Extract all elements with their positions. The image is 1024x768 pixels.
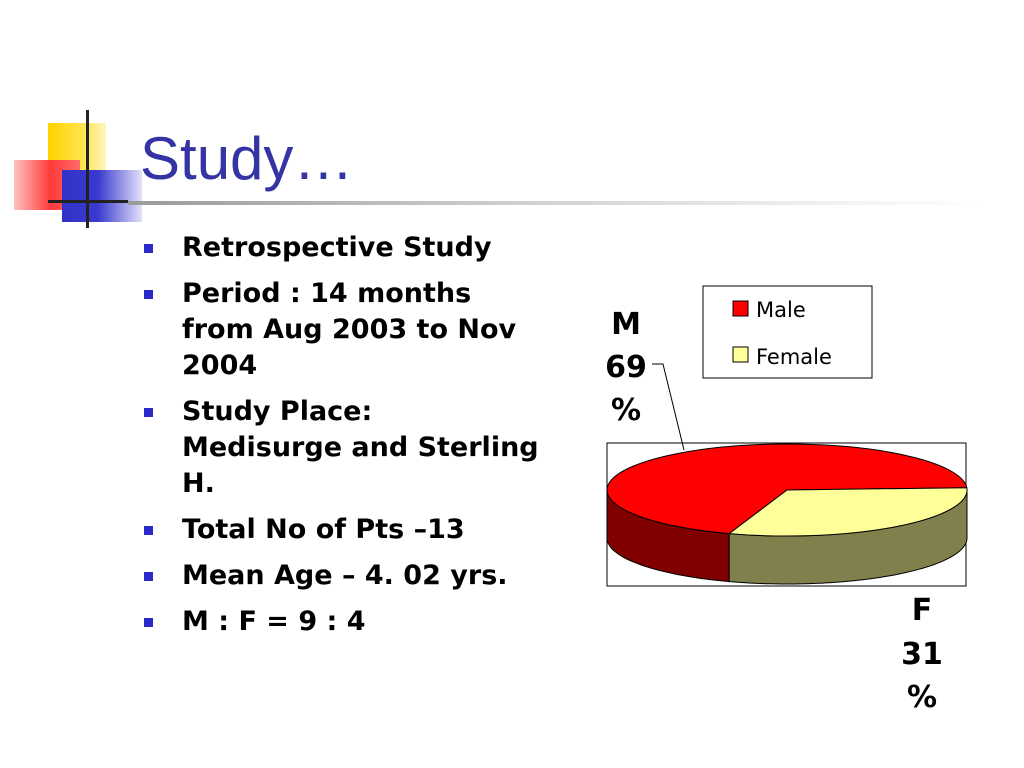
bullet-text: Mean Age – 4. 02 yrs.	[182, 560, 508, 591]
slice-label-male-unit: %	[611, 393, 641, 428]
legend-swatch-male	[732, 300, 749, 317]
bullet-item: Total No of Pts –13	[140, 512, 540, 548]
logo-vertical-line	[86, 110, 89, 228]
logo-blue-square	[62, 170, 142, 222]
bullet-item: M : F = 9 : 4	[140, 604, 540, 640]
slide-logo-decoration	[0, 0, 142, 240]
pie-side-male-0	[606, 490, 730, 583]
bullet-square-icon	[144, 290, 153, 299]
legend-swatch-female	[732, 346, 749, 363]
pie-slice-female	[727, 487, 968, 537]
legend-box	[702, 285, 873, 379]
bullet-text: Total No of Pts –13	[182, 514, 465, 545]
pie-slice-male	[606, 443, 968, 535]
legend-label-female: Female	[756, 345, 832, 369]
bullet-square-icon	[144, 618, 153, 627]
plot-area-frame	[606, 442, 967, 587]
bullet-square-icon	[144, 244, 153, 253]
slice-label-female-unit: %	[907, 680, 937, 715]
pie-group	[606, 443, 968, 585]
bullet-text: Retrospective Study	[182, 232, 492, 263]
legend-label-male: Male	[756, 298, 806, 322]
leader-line-male	[652, 363, 685, 451]
bullet-list: Retrospective Study Period : 14 months f…	[140, 230, 540, 650]
bullet-item: Retrospective Study	[140, 230, 540, 266]
bullet-item: Study Place: Medisurge and Sterling H.	[140, 394, 540, 502]
slide-title: Study…	[140, 125, 354, 192]
bullet-text: Study Place: Medisurge and Sterling H.	[182, 396, 539, 499]
bullet-item: Period : 14 months from Aug 2003 to Nov …	[140, 276, 540, 384]
title-underline	[128, 201, 988, 205]
slice-label-female-letter: F	[912, 593, 933, 628]
bullet-text: Period : 14 months from Aug 2003 to Nov …	[182, 278, 517, 381]
bullet-square-icon	[144, 526, 153, 535]
bullet-text: M : F = 9 : 4	[182, 606, 366, 637]
slice-label-male-value: 69	[605, 350, 647, 385]
slice-label-female-value: 31	[901, 637, 943, 672]
slice-label-male-letter: M	[611, 307, 641, 342]
bullet-square-icon	[144, 408, 153, 417]
pie-side-female-0	[728, 490, 968, 585]
bullet-item: Mean Age – 4. 02 yrs.	[140, 558, 540, 594]
logo-horizontal-line	[48, 200, 128, 203]
bullet-square-icon	[144, 572, 153, 581]
